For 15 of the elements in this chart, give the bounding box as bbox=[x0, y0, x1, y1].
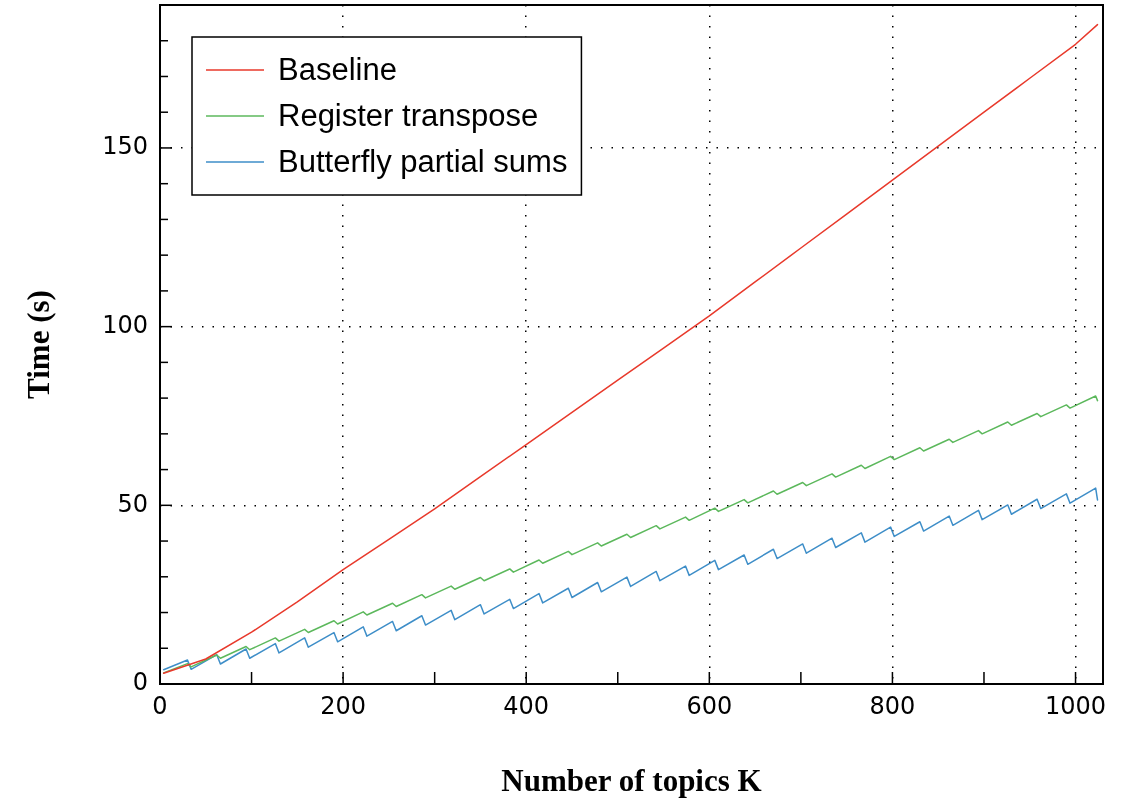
y-tick-label: 50 bbox=[117, 489, 148, 518]
x-tick-label: 1000 bbox=[1044, 692, 1107, 721]
x-tick-label: 200 bbox=[320, 692, 367, 721]
y-tick-label: 150 bbox=[102, 132, 148, 161]
x-tick-label: 800 bbox=[869, 692, 916, 721]
x-tick-label: 600 bbox=[686, 692, 733, 721]
legend-label: Register transpose bbox=[278, 97, 539, 133]
x-tick-label: 0 bbox=[152, 692, 168, 721]
y-tick-label: 0 bbox=[132, 668, 148, 697]
legend-label: Baseline bbox=[278, 51, 397, 87]
x-axis-title: Number of topics K bbox=[501, 763, 762, 799]
x-tick-label: 400 bbox=[503, 692, 550, 721]
legend-label: Butterfly partial sums bbox=[278, 143, 568, 179]
y-axis-title: Time (s) bbox=[20, 290, 56, 399]
y-tick-label: 100 bbox=[102, 310, 148, 339]
